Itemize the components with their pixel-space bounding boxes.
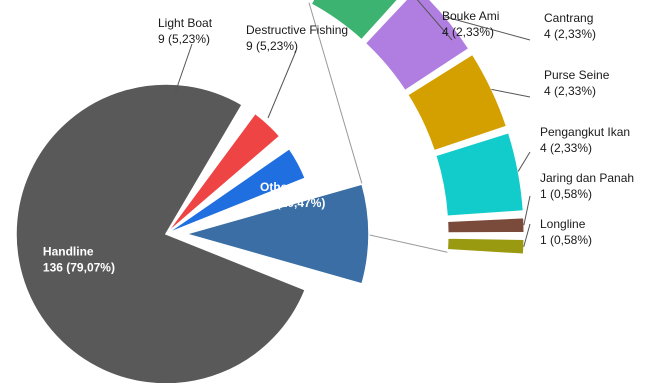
label-purse-seine: Purse Seine 4 (2,33%) [544, 68, 610, 98]
slice-other [183, 183, 370, 285]
segment-purse-seine [407, 53, 507, 152]
leader-jaring-dan-panah [523, 195, 531, 226]
label-other: Other 18 (10,47%) [260, 180, 325, 210]
other-breakdown-bar [310, 0, 525, 255]
label-destructive-fishing: Destructive Fishing 9 (5,23%) [246, 23, 348, 53]
leader-destructive-fishing [267, 50, 297, 119]
main-pie [15, 83, 370, 383]
connector-bottom [365, 233, 448, 253]
segment-longline [447, 237, 525, 255]
segment-cantrang [364, 0, 470, 91]
label-bouke-ami: Bouke Ami 4 (2,33%) [442, 9, 499, 39]
leader-cantrang [444, 16, 531, 41]
label-longline: Longline 1 (0,58%) [540, 217, 592, 247]
slice-labels: Handline 136 (79,07%) Light Boat 9 (5,23%) D… [43, 9, 634, 275]
slice-destructive-fishing [165, 147, 307, 235]
leader-pengangkut-ikan [517, 151, 531, 172]
segment-jaring-dan-panah [447, 217, 525, 234]
leader-bouke-ami [416, 0, 453, 41]
connector-top [308, 2, 363, 185]
connector-lines [308, 2, 448, 253]
leader-lines [173, 0, 531, 247]
slice-handline [15, 83, 307, 383]
slice-light-boat [165, 112, 281, 235]
segment-bouke-ami [310, 0, 398, 41]
label-light-boat: Light Boat 9 (5,23%) [158, 16, 213, 46]
label-jaring-dan-panah: Jaring dan Panah 1 (0,58%) [540, 171, 634, 201]
label-pengangkut-ikan: Pengangkut Ikan 4 (2,33%) [540, 125, 630, 155]
label-handline: Handline 136 (79,07%) [43, 245, 115, 275]
leader-light-boat [173, 43, 193, 97]
leader-longline [523, 223, 531, 247]
leader-purse-seine [491, 88, 531, 98]
segment-pengangkut-ikan [435, 132, 524, 217]
label-cantrang: Cantrang 4 (2,33%) [544, 11, 596, 41]
